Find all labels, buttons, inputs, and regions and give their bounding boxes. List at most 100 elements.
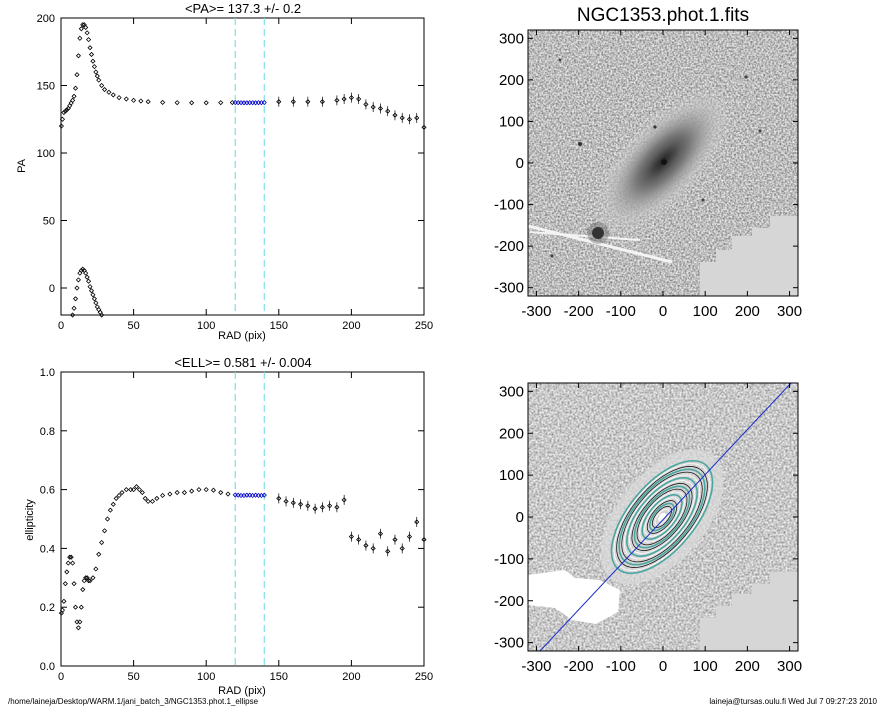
contour-image-x-tick-label: 200	[735, 658, 760, 675]
ellipticity-x-tick-label: 100	[197, 671, 215, 683]
contour-ring	[616, 466, 708, 568]
pa-point	[123, 96, 129, 102]
footer-file-path: /home/laineja/Desktop/WARM.1/jani_batch_…	[8, 697, 259, 706]
fits-image-x-tick-label: -300	[521, 303, 551, 320]
pa-point	[363, 101, 369, 107]
pa-point	[72, 296, 79, 302]
contour-image-x-tick-label: -100	[606, 658, 636, 675]
ellipticity-point	[385, 548, 391, 554]
pa-point	[399, 115, 405, 121]
fits-image-x-tick-label: -100	[606, 303, 636, 320]
ellipticity-point	[203, 487, 209, 493]
pa-point	[131, 97, 137, 103]
ellipticity-point	[149, 498, 156, 504]
pa-point	[392, 112, 398, 118]
contour-image-y-tick-label: -100	[494, 551, 524, 568]
pa-point	[377, 105, 384, 112]
pa-point	[84, 30, 90, 36]
ellipticity-y-tick-label: 0.6	[40, 485, 55, 497]
contour-image-panel: -300 -200 -100 0 100 200 300 -300 -200 -100 0 100 2…	[494, 382, 802, 675]
pa-point	[86, 37, 92, 43]
pa-y-tick-label: 50	[43, 216, 55, 228]
pa-x-tick-label: 100	[197, 320, 215, 332]
pa-x-axis-label: RAD (pix)	[218, 330, 266, 342]
fits-image-y-tick-label: 100	[499, 113, 524, 130]
pa-point	[96, 307, 102, 313]
ellipticity-point	[142, 495, 148, 501]
pa-point	[319, 99, 325, 105]
ellipticity-point	[86, 578, 92, 584]
ellipticity-point	[75, 625, 81, 631]
pa-point	[94, 304, 100, 310]
contour-image-x-ticks: -300 -200 -100 0 100 200 300	[521, 383, 802, 675]
ellipticity-point	[312, 506, 318, 512]
pa-point	[261, 99, 267, 106]
pa-y-ticks: 0 50 100 150 200	[37, 13, 424, 295]
pa-x-tick-label: 0	[58, 320, 64, 332]
ellipticity-point	[414, 519, 420, 525]
pa-point	[70, 97, 76, 103]
ellipticity-y-tick-label: 0.8	[40, 426, 55, 438]
pa-point	[83, 270, 89, 276]
ellipticity-point	[83, 575, 89, 581]
contour-image-y-tick-label: -200	[494, 593, 524, 610]
ellipticity-point	[72, 604, 79, 610]
ellipticity-y-axis-label: ellipticity	[24, 499, 36, 541]
pa-point	[334, 97, 340, 103]
fits-image-x-tick-label: -200	[564, 303, 594, 320]
pa-y-tick-label: 150	[37, 81, 55, 93]
ellipticity-y-tick-label: 1.0	[40, 367, 55, 379]
ellipticity-point	[58, 610, 65, 616]
ellipticity-point	[70, 560, 76, 566]
contour-ring	[644, 497, 680, 537]
pa-point	[87, 45, 93, 51]
ellipticity-point	[298, 501, 304, 507]
ellipticity-data-points	[58, 484, 427, 631]
pa-point	[59, 116, 66, 122]
pa-y-tick-label: 0	[49, 283, 55, 295]
ellipticity-x-ticks: 0 50 100 150 200 250	[58, 372, 433, 683]
ellipticity-point	[101, 528, 108, 534]
pa-x-ticks: 0 50 100 150 200 250	[58, 18, 433, 332]
contour-ring	[641, 494, 683, 540]
fits-image-x-ticks: -300 -200 -100 0 100 200 300	[521, 30, 802, 320]
ellipticity-point	[113, 495, 119, 501]
ellipticity-point	[99, 539, 105, 546]
pa-point	[86, 278, 92, 284]
contour-image-x-tick-label: 100	[693, 658, 718, 675]
ellipticity-point	[160, 492, 166, 499]
ellipticity-point	[261, 492, 267, 498]
pa-point	[370, 104, 376, 110]
contour-image-x-tick-label: -200	[564, 658, 594, 675]
pa-point	[218, 100, 224, 106]
ellipticity-plot-frame	[60, 371, 425, 667]
pa-point	[276, 99, 282, 105]
fits-image-y-tick-label: 0	[516, 155, 524, 172]
pa-point	[84, 274, 90, 280]
ellipticity-x-tick-label: 250	[415, 671, 433, 683]
contour-ring	[639, 491, 685, 543]
pa-point	[64, 107, 70, 113]
ellipticity-point	[283, 498, 289, 504]
pa-point	[80, 22, 86, 28]
ellipticity-window-lines	[234, 372, 265, 666]
pa-point	[101, 86, 108, 93]
pa-plot-frame	[60, 17, 425, 316]
pa-point	[110, 92, 116, 98]
pa-point	[356, 96, 362, 102]
pa-point	[71, 93, 77, 99]
contour-image-y-tick-label: 300	[499, 383, 524, 400]
ellipticity-y-tick-label: 0.0	[40, 661, 55, 673]
pa-point	[203, 100, 209, 106]
contour-image-y-tick-label: -300	[494, 635, 524, 652]
pa-point	[78, 26, 84, 32]
fits-image-x-tick-label: 100	[693, 303, 718, 320]
ellipticity-point	[116, 492, 122, 499]
ellipticity-point	[123, 487, 129, 493]
ellipticity-point	[421, 537, 427, 543]
pa-point	[68, 100, 74, 106]
ellipticity-point	[59, 607, 66, 613]
ellipticity-y-ticks: 0.0 0.2 0.4 0.6 0.8 1.0	[40, 367, 424, 673]
ellipticity-point	[392, 537, 398, 543]
pa-x-tick-label: 200	[342, 320, 360, 332]
